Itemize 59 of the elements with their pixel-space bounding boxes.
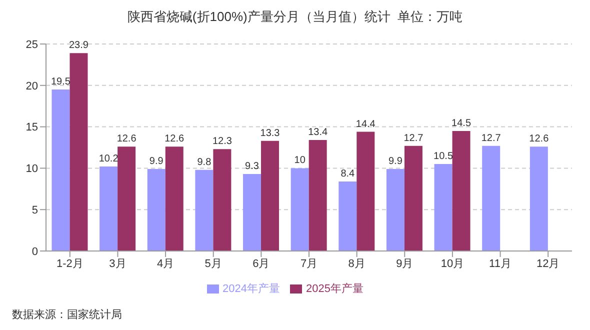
bar (290, 168, 309, 251)
data-label: 9.8 (197, 156, 212, 168)
x-tick-label: 1-2月 (56, 258, 84, 270)
data-label: 10 (294, 155, 306, 166)
bar (100, 166, 118, 251)
y-tick-label: 15 (26, 122, 38, 134)
bar (530, 146, 548, 251)
x-tick-label: 3月 (109, 258, 126, 270)
legend-label: 2024年产量 (222, 283, 280, 295)
bar (52, 90, 70, 251)
data-label: 9.9 (149, 156, 164, 168)
bar (165, 146, 184, 251)
legend-label: 2025年产量 (306, 283, 364, 295)
bar (404, 146, 422, 251)
data-label: 9.3 (245, 160, 260, 172)
x-tick-label: 6月 (252, 258, 270, 270)
data-label: 19.5 (51, 76, 71, 88)
data-label: 12.6 (116, 134, 137, 145)
bar (386, 169, 404, 251)
bar (118, 146, 136, 251)
bar (356, 132, 375, 251)
data-label: 14.5 (452, 118, 472, 129)
source-note: 数据来源：国家统计局 (12, 308, 122, 322)
x-tick-label: 11月 (489, 258, 512, 270)
x-tick-label: 5月 (204, 258, 222, 270)
data-label: 12.6 (164, 134, 185, 145)
data-label: 8.4 (340, 168, 356, 180)
bar (147, 169, 166, 251)
bar (482, 146, 500, 251)
bar (195, 170, 214, 251)
data-label: 13.4 (308, 127, 328, 138)
x-tick-label: 10月 (440, 258, 464, 270)
bar (243, 174, 262, 251)
data-label: 12.3 (212, 136, 232, 148)
data-label: 14.4 (356, 118, 376, 130)
bar (452, 130, 470, 251)
bar (70, 53, 88, 251)
bar (434, 164, 452, 251)
y-tick-label: 25 (26, 38, 38, 51)
data-label: 13.3 (260, 128, 280, 139)
data-label: 9.9 (388, 156, 403, 168)
bar (338, 181, 357, 251)
y-tick-label: 0 (32, 246, 38, 258)
x-tick-label: 9月 (396, 258, 414, 270)
x-tick-label: 7月 (300, 258, 318, 270)
chart-title: 陕西省烧碱(折100%)产量分月（当月值）统计 单位：万吨 (126, 8, 464, 26)
x-tick-label: 8月 (348, 258, 366, 270)
x-tick-label: 4月 (156, 258, 174, 270)
data-label: 23.9 (69, 40, 89, 52)
bar (213, 149, 232, 251)
x-tick-label: 12月 (536, 258, 560, 270)
y-tick-label: 5 (32, 204, 38, 217)
data-label: 12.6 (529, 134, 550, 145)
data-label: 12.7 (404, 132, 424, 144)
y-tick-label: 10 (26, 163, 38, 176)
bar (308, 140, 327, 251)
bar (261, 140, 280, 251)
data-label: 12.7 (481, 132, 502, 144)
y-tick-label: 20 (26, 80, 38, 92)
